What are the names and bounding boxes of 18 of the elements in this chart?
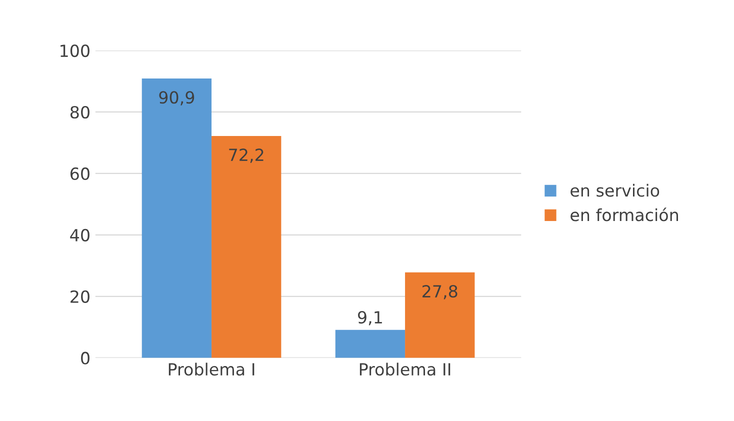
- data-label: 72,2: [229, 148, 264, 163]
- x-tick-label: Problema II: [360, 362, 450, 376]
- legend-label: en formación: [570, 208, 678, 222]
- y-tick-label: 80: [70, 106, 90, 119]
- data-label: 27,8: [422, 285, 458, 300]
- data-label: 9,1: [358, 310, 382, 326]
- data-label: 90,9: [159, 91, 194, 106]
- x-tick-label: Problema I: [168, 362, 254, 376]
- y-tick-label: 20: [70, 290, 90, 303]
- y-tick-label: 0: [81, 352, 90, 364]
- legend-label: en servicio: [570, 184, 660, 197]
- bar: [405, 272, 475, 358]
- bar: [212, 136, 282, 358]
- y-tick-label: 60: [70, 167, 90, 180]
- y-tick-label: 100: [60, 44, 90, 58]
- bar: [142, 78, 212, 358]
- bar: [335, 330, 406, 358]
- y-tick-label: 40: [70, 228, 90, 242]
